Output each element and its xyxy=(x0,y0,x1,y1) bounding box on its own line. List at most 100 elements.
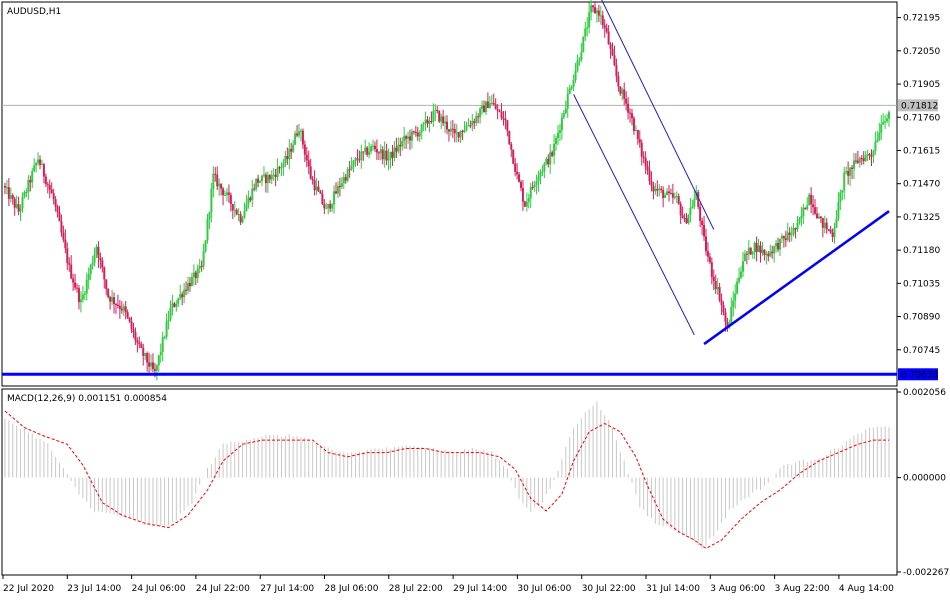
candle-body xyxy=(646,166,649,171)
candle-body xyxy=(87,274,90,280)
candle-body xyxy=(299,130,302,132)
candle-body xyxy=(780,236,783,239)
candle-body xyxy=(773,246,776,254)
candle-body xyxy=(825,222,828,230)
candle-body xyxy=(237,214,240,216)
candle-body xyxy=(819,216,822,219)
candle-body xyxy=(444,121,447,124)
candle-body xyxy=(629,112,632,114)
macd-tick-label: 0.000000 xyxy=(903,474,946,484)
candle-body xyxy=(666,191,669,196)
candle-body xyxy=(568,88,571,94)
candle-body xyxy=(792,228,795,235)
candle-body xyxy=(519,181,522,189)
candle-body xyxy=(317,186,320,192)
macd-label: MACD(12,26,9) 0.001151 0.000854 xyxy=(7,394,167,404)
candle-body xyxy=(669,193,672,195)
candle-body xyxy=(114,304,117,306)
candle-body xyxy=(161,337,164,352)
candle-body xyxy=(132,329,135,332)
candle-body xyxy=(432,110,435,122)
candle-body xyxy=(95,246,98,255)
candle-body xyxy=(457,132,460,138)
candle-body xyxy=(823,222,826,228)
candle-body xyxy=(42,164,45,177)
candle-body xyxy=(736,281,739,294)
candle-body xyxy=(574,70,577,80)
candle-body xyxy=(498,110,501,112)
candle-body xyxy=(175,303,178,307)
candle-body xyxy=(566,93,569,109)
candle-body xyxy=(19,208,22,212)
candle-body xyxy=(46,184,49,186)
candle-body xyxy=(5,187,8,189)
candle-body xyxy=(428,121,431,124)
candle-body xyxy=(699,206,702,221)
candle-body xyxy=(630,113,633,119)
candle-body xyxy=(644,157,647,167)
candle-body xyxy=(726,321,729,328)
support-marker xyxy=(898,368,938,381)
price-tick-label: 0.71905 xyxy=(903,80,940,90)
candle-body xyxy=(253,188,256,190)
candle-body xyxy=(817,216,820,219)
candle-body xyxy=(556,132,559,139)
price-tick-label: 0.70745 xyxy=(903,346,940,356)
current-price-label: 0.71812 xyxy=(901,101,938,111)
candle-body xyxy=(331,204,334,209)
candle-body xyxy=(134,331,137,341)
candle-body xyxy=(414,131,417,133)
candle-body xyxy=(582,36,585,53)
time-tick-label: 23 Jul 14:00 xyxy=(67,584,121,594)
candle-body xyxy=(274,174,277,178)
candle-body xyxy=(257,178,260,183)
candle-body xyxy=(50,189,53,194)
candle-body xyxy=(190,277,193,287)
candle-body xyxy=(173,303,176,307)
candle-body xyxy=(856,160,859,163)
candle-body xyxy=(757,245,760,253)
price-pane-frame xyxy=(1,1,898,387)
candle-body xyxy=(249,197,252,201)
candle-body xyxy=(658,188,661,191)
candle-body xyxy=(109,297,112,302)
candle-body xyxy=(714,280,717,290)
candle-body xyxy=(37,159,40,163)
candle-body xyxy=(276,167,279,178)
candle-body xyxy=(368,151,371,155)
candle-body xyxy=(741,261,744,272)
candle-body xyxy=(481,105,484,109)
candle-body xyxy=(804,207,807,210)
candle-body xyxy=(227,192,230,195)
candle-body xyxy=(426,119,429,124)
candle-body xyxy=(525,201,528,207)
candle-body xyxy=(142,347,145,356)
candle-body xyxy=(54,199,57,207)
candle-body xyxy=(446,121,448,130)
candle-body xyxy=(25,191,28,193)
candle-body xyxy=(225,192,228,195)
candle-body xyxy=(290,148,293,152)
candle-body xyxy=(667,191,670,194)
candle-body xyxy=(551,152,554,156)
current-price-line: 0.71812 xyxy=(2,99,938,112)
candle-body xyxy=(553,143,556,156)
candle-body xyxy=(847,171,850,176)
candle-body xyxy=(9,195,12,199)
candle-body xyxy=(358,159,361,161)
candle-body xyxy=(348,169,351,171)
candle-body xyxy=(286,156,289,160)
candle-body xyxy=(259,181,262,183)
candle-body xyxy=(401,141,404,147)
candle-body xyxy=(362,151,365,153)
candle-body xyxy=(506,120,509,131)
candle-body xyxy=(718,287,721,301)
candle-body xyxy=(85,279,88,294)
candle-body xyxy=(611,48,614,56)
candle-body xyxy=(292,144,295,152)
candle-body xyxy=(72,278,75,283)
candle-body xyxy=(761,249,764,253)
candle-body xyxy=(270,175,273,180)
candle-body xyxy=(366,147,369,155)
